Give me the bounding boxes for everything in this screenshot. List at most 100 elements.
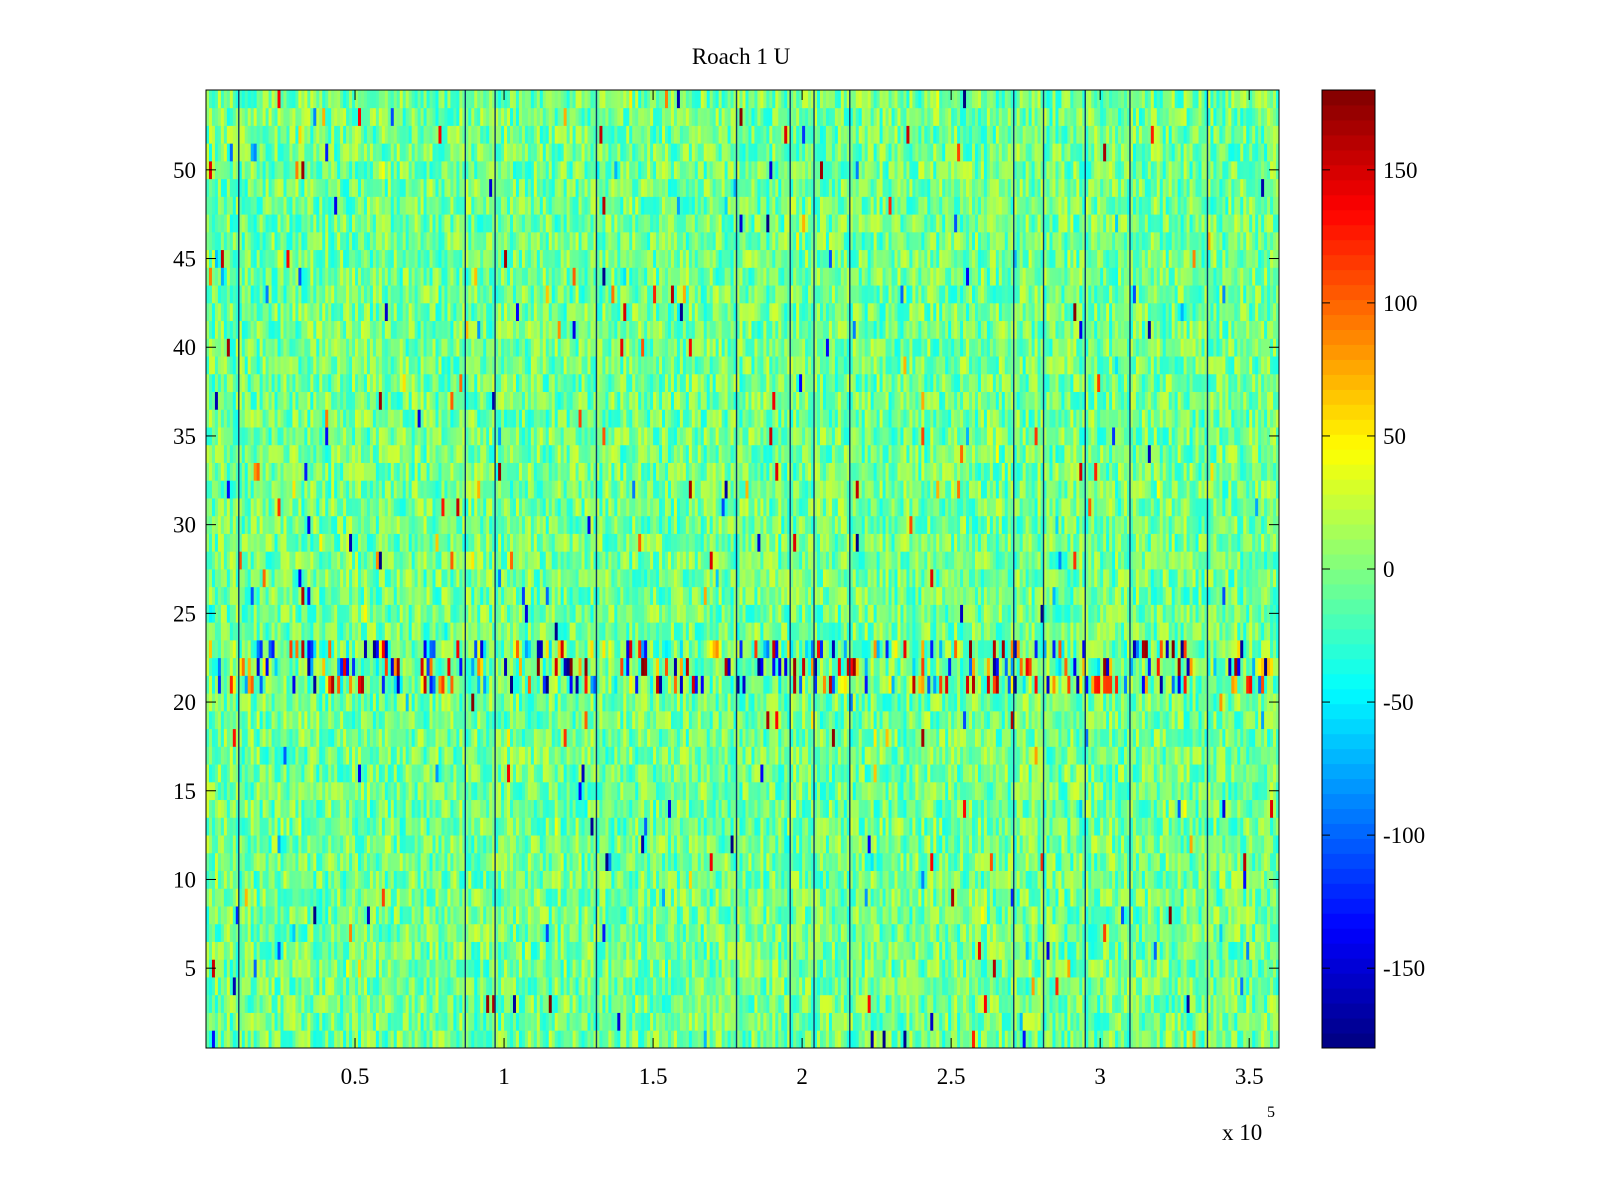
heatmap-cell xyxy=(295,977,299,996)
heatmap-cell xyxy=(435,959,439,978)
heatmap-cell xyxy=(1249,959,1253,978)
heatmap-cell xyxy=(1091,959,1095,978)
heatmap-cell xyxy=(617,941,621,960)
heatmap-cell xyxy=(644,1030,648,1049)
heatmap-cell xyxy=(1132,906,1137,925)
heatmap-cell xyxy=(295,1030,299,1049)
heatmap-cell xyxy=(235,1030,240,1049)
heatmap-cell xyxy=(387,888,392,907)
heatmap-cell xyxy=(754,888,758,907)
heatmap-cell xyxy=(402,1012,407,1031)
heatmap-cell xyxy=(1138,870,1143,889)
heatmap-cell xyxy=(271,1030,275,1049)
heatmap-cell xyxy=(846,888,851,907)
heatmap-cell xyxy=(673,870,678,889)
heatmap-cell xyxy=(691,852,696,871)
heatmap-cell xyxy=(650,870,654,889)
heatmap-cell xyxy=(822,852,827,871)
heatmap-cell xyxy=(596,852,600,871)
heatmap-cell xyxy=(1121,888,1125,907)
heatmap-cell xyxy=(879,799,883,818)
heatmap-cell xyxy=(933,799,937,818)
heatmap-cell xyxy=(560,923,565,942)
heatmap-cell xyxy=(727,1030,731,1049)
heatmap-cell xyxy=(888,977,892,996)
heatmap-cell xyxy=(626,799,630,818)
heatmap-cell xyxy=(214,1030,219,1049)
heatmap-cell xyxy=(709,870,714,889)
heatmap-cell xyxy=(912,923,916,942)
heatmap-cell xyxy=(730,870,734,889)
heatmap-cell xyxy=(1034,906,1038,925)
heatmap-cell xyxy=(474,923,478,942)
heatmap-cell xyxy=(1121,959,1125,978)
heatmap-cell xyxy=(1258,888,1262,907)
heatmap-cell xyxy=(343,799,347,818)
heatmap-cell xyxy=(1109,835,1113,854)
heatmap-cell xyxy=(894,923,898,942)
heatmap-cell xyxy=(530,799,535,818)
heatmap-cell xyxy=(992,959,997,978)
heatmap-cell xyxy=(676,888,681,907)
heatmap-cell xyxy=(1195,817,1199,836)
heatmap-cell xyxy=(766,959,770,978)
heatmap-cell xyxy=(1237,906,1241,925)
heatmap-cell xyxy=(1147,888,1152,907)
heatmap-cell xyxy=(206,994,210,1013)
heatmap-cell xyxy=(819,870,824,889)
heatmap-cell xyxy=(369,923,374,942)
heatmap-cell xyxy=(954,923,958,942)
heatmap-cell xyxy=(384,817,389,836)
heatmap-cell xyxy=(1013,799,1018,818)
heatmap-cell xyxy=(670,1030,675,1049)
heatmap-cell xyxy=(709,923,714,942)
heatmap-cell xyxy=(456,870,460,889)
heatmap-cell xyxy=(1067,1030,1071,1049)
heatmap-cell xyxy=(775,959,779,978)
heatmap-cell xyxy=(1264,977,1268,996)
heatmap-cell xyxy=(378,852,383,871)
heatmap-cell xyxy=(1258,994,1262,1013)
heatmap-cell xyxy=(656,977,660,996)
heatmap-cell xyxy=(1264,994,1268,1013)
heatmap-cell xyxy=(1043,959,1047,978)
heatmap-cell xyxy=(1159,994,1164,1013)
heatmap-cell xyxy=(986,799,991,818)
heatmap-cell xyxy=(977,941,982,960)
heatmap-cell xyxy=(1037,817,1041,836)
heatmap-cell xyxy=(802,852,806,871)
heatmap-cell xyxy=(954,994,958,1013)
heatmap-cell xyxy=(512,817,517,836)
heatmap-cell xyxy=(861,799,866,818)
heatmap-cell xyxy=(447,994,451,1013)
heatmap-cell xyxy=(831,941,836,960)
heatmap-cell xyxy=(739,923,743,942)
heatmap-cell xyxy=(1073,888,1077,907)
heatmap-cell xyxy=(763,994,767,1013)
heatmap-cell xyxy=(989,906,994,925)
heatmap-cell xyxy=(784,977,788,996)
heatmap-cell xyxy=(1249,906,1253,925)
heatmap-cell xyxy=(960,959,964,978)
heatmap-cell xyxy=(1064,888,1068,907)
heatmap-cell xyxy=(533,817,538,836)
heatmap-cell xyxy=(527,799,532,818)
heatmap-cell xyxy=(1025,888,1030,907)
heatmap-cell xyxy=(817,923,821,942)
heatmap-cell xyxy=(253,941,258,960)
heatmap-cell xyxy=(411,852,416,871)
heatmap-cell xyxy=(983,817,988,836)
heatmap-cell xyxy=(667,959,672,978)
heatmap-cell xyxy=(1115,835,1119,854)
heatmap-cell xyxy=(662,941,666,960)
heatmap-cell xyxy=(831,817,836,836)
heatmap-cell xyxy=(989,799,994,818)
heatmap-cell xyxy=(834,941,839,960)
heatmap-cell xyxy=(1270,977,1274,996)
heatmap-cell xyxy=(1118,799,1122,818)
heatmap-cell xyxy=(337,977,341,996)
heatmap-cell xyxy=(754,817,758,836)
heatmap-cell xyxy=(501,977,505,996)
heatmap-cell xyxy=(679,888,684,907)
heatmap-cell xyxy=(384,923,389,942)
